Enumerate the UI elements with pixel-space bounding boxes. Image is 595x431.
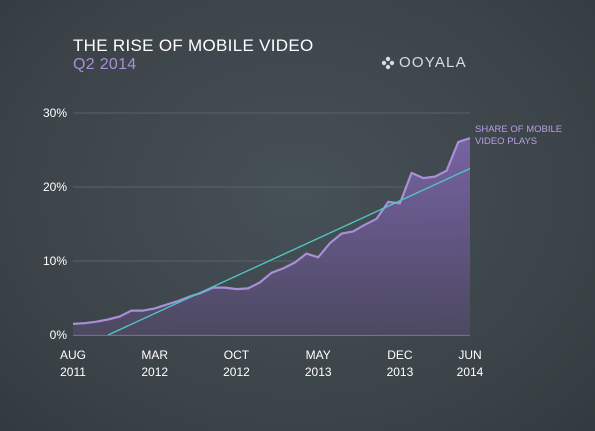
trend-line <box>107 167 471 336</box>
series-layer <box>72 137 471 336</box>
x-tick-year: 2012 <box>141 365 168 379</box>
y-tick-label: 10% <box>43 254 67 268</box>
x-axis-ticks: AUG 2011 MAR 2012 OCT 2012 MAY 2013 DEC 2013 JUN 20… <box>60 348 484 379</box>
ooyala-logo: OOYALA <box>381 54 467 71</box>
series-area <box>73 138 470 335</box>
y-tick-label: 20% <box>43 180 67 194</box>
chart-title: THE RISE OF MOBILE VIDEO <box>73 36 314 55</box>
logo-text: OOYALA <box>399 54 467 71</box>
series-label: SHARE OF MOBILE VIDEO PLAYS <box>475 124 563 147</box>
y-axis-ticks: 0% 10% 20% 30% <box>43 106 67 342</box>
x-tick-year: 2013 <box>387 365 414 379</box>
chart-subtitle: Q2 2014 <box>73 56 137 73</box>
x-tick-month: JUN <box>458 348 481 362</box>
x-tick-year: 2011 <box>60 365 86 379</box>
x-tick-year: 2013 <box>305 365 332 379</box>
y-tick-label: 30% <box>43 106 67 120</box>
x-tick-year: 2012 <box>223 365 250 379</box>
ooyala-flower-icon <box>381 56 395 69</box>
x-tick-month: MAR <box>141 348 168 362</box>
x-tick-month: MAY <box>306 348 331 362</box>
x-tick-year: 2014 <box>457 365 484 379</box>
x-tick-month: OCT <box>224 348 250 362</box>
x-tick-month: AUG <box>60 348 86 362</box>
series-line <box>72 137 471 325</box>
x-tick-month: DEC <box>387 348 413 362</box>
y-tick-label: 0% <box>50 328 68 342</box>
